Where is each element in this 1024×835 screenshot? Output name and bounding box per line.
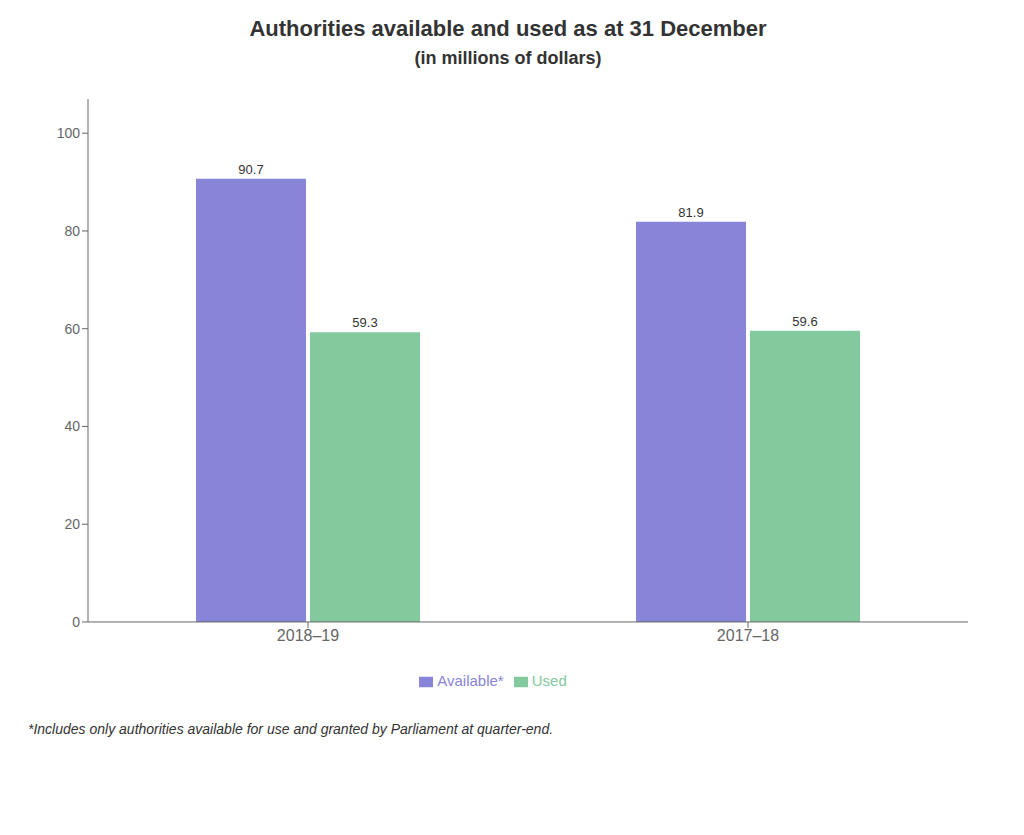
svg-text:100: 100 [57,125,81,141]
svg-text:0: 0 [72,614,80,630]
svg-text:20: 20 [64,516,80,532]
html-text:*Includes only authorities ava: *Includes only authorities available for… [28,721,554,737]
html-text:Used: Used [531,672,567,689]
svg-text:81.9: 81.9 [678,205,703,220]
html-text:Available*: Available* [437,672,504,689]
svg-text:59.6: 59.6 [792,314,817,329]
svg-text:80: 80 [64,223,80,239]
svg-text:90.7: 90.7 [238,162,263,177]
svg-text:40: 40 [64,418,80,434]
html-text:Authorities available and used: Authorities available and used as at 31 … [249,16,767,41]
svg-text:60: 60 [64,321,80,337]
svg-text:2018–19: 2018–19 [277,627,339,644]
svg-text:2017–18: 2017–18 [717,627,779,644]
svg-text:59.3: 59.3 [352,315,377,330]
html-text:(in millions of dollars): (in millions of dollars) [414,48,602,68]
